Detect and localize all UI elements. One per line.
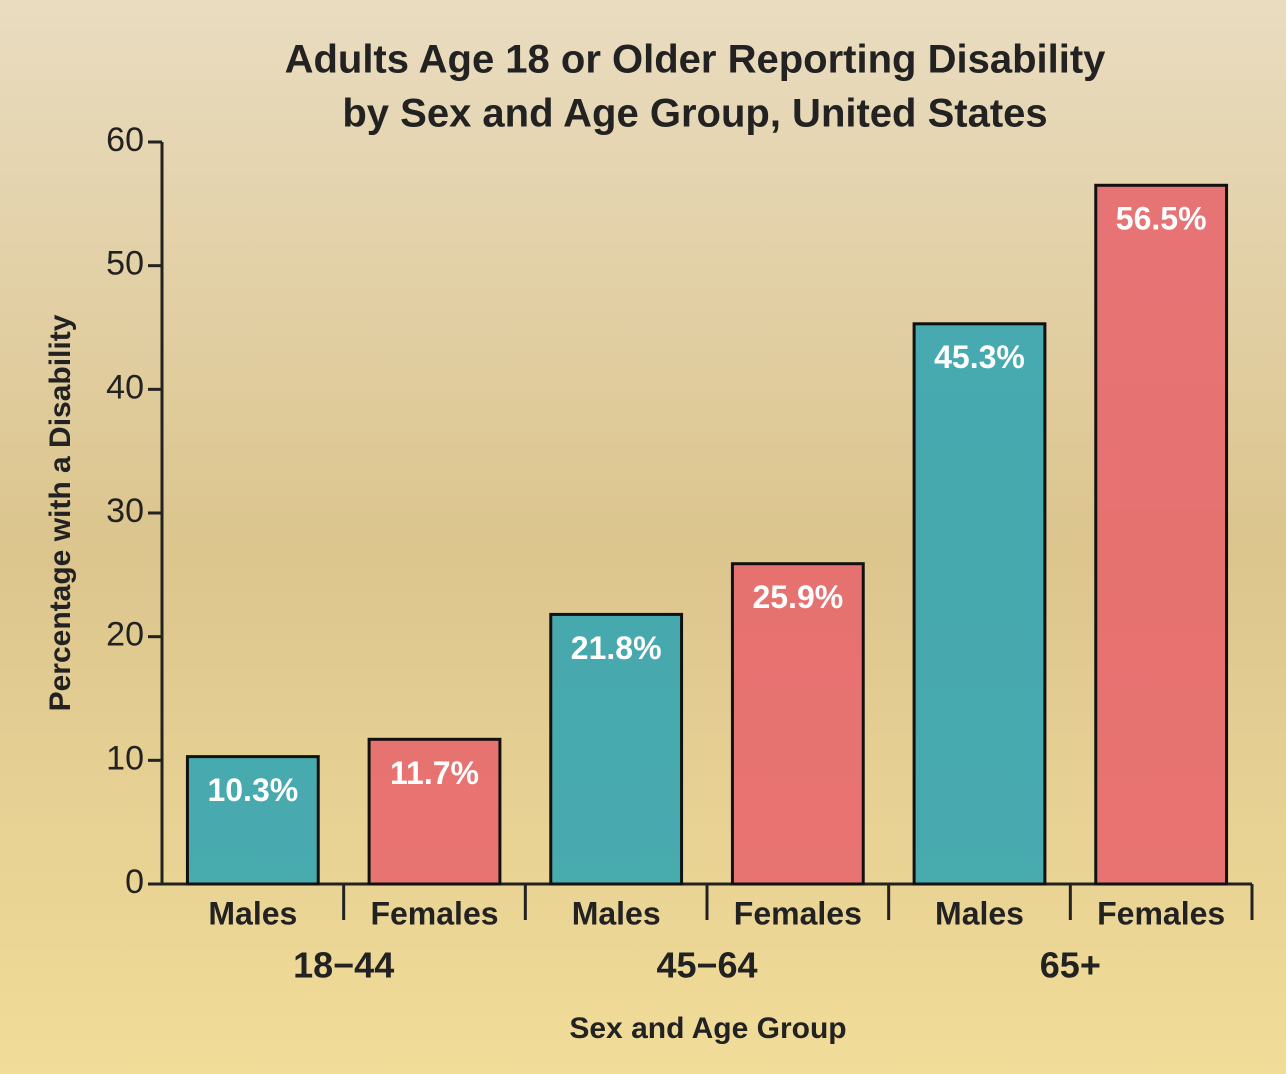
x-tick-label: Females — [734, 895, 862, 931]
x-tick-label: Males — [935, 895, 1024, 931]
x-tick-label: Females — [370, 895, 498, 931]
chart-title: Adults Age 18 or Older Reporting Disabil… — [285, 38, 1107, 82]
value-label: 56.5% — [1116, 201, 1207, 237]
y-tick-label: 40 — [106, 368, 144, 406]
group-label: 18−44 — [293, 945, 394, 986]
value-label: 45.3% — [934, 339, 1025, 375]
bar — [367, 737, 502, 886]
x-tick-label: Males — [572, 895, 661, 931]
bar — [912, 322, 1047, 886]
y-axis-label: Percentage with a Disability — [44, 314, 77, 711]
group-label: 45−64 — [656, 945, 757, 986]
x-tick-label: Females — [1097, 895, 1225, 931]
y-tick-label: 50 — [106, 245, 144, 283]
y-tick-label: 60 — [106, 121, 144, 159]
bar — [185, 755, 320, 886]
bar — [1094, 183, 1229, 886]
value-label: 21.8% — [571, 630, 662, 666]
bar — [549, 612, 684, 886]
bar — [730, 562, 865, 886]
value-label: 10.3% — [207, 772, 298, 808]
group-label: 65+ — [1040, 945, 1101, 986]
chart-title: by Sex and Age Group, United States — [342, 92, 1047, 136]
y-tick-label: 20 — [106, 616, 144, 654]
y-tick-label: 10 — [106, 739, 144, 777]
x-axis-label: Sex and Age Group — [569, 1012, 846, 1045]
x-tick-label: Males — [208, 895, 297, 931]
value-label: 11.7% — [390, 755, 479, 791]
value-label: 25.9% — [752, 579, 843, 615]
y-tick-label: 30 — [106, 492, 144, 530]
y-tick-label: 0 — [125, 863, 144, 901]
